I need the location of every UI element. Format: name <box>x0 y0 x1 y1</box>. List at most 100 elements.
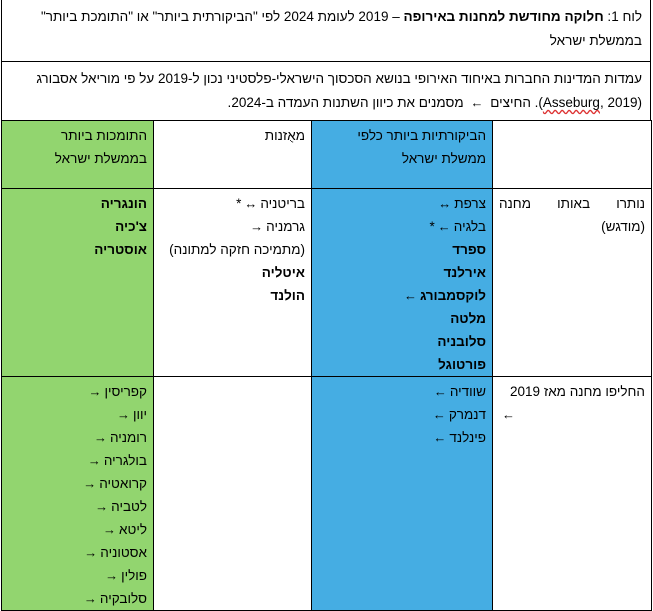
country-entry: גרמניה→ <box>160 215 305 238</box>
country-entry: מלטה <box>318 307 486 330</box>
note-text-2: , 2019). החיצים <box>490 95 638 110</box>
country-entry: אסטוניה→ <box>8 541 147 564</box>
country-name: לוקסמבורג <box>419 288 486 303</box>
country-entry: דנמרק← <box>318 403 486 426</box>
right-arrow-icon: → <box>103 522 117 537</box>
country-name: ספרד <box>452 242 486 257</box>
country-entry: צרפת↔ <box>318 192 486 215</box>
country-name: בולגריה <box>103 453 147 468</box>
changed-camp-label: החליפו מחנה מאז 2019 ← <box>492 376 652 611</box>
same-camp-label: נותרו באותו מחנה (מודגש) <box>492 188 652 377</box>
country-entry: הולנד <box>160 284 305 307</box>
asterisk-mark: * <box>429 219 435 234</box>
country-name: צ'כיה <box>115 219 147 234</box>
country-entry: אוסטריה <box>8 238 147 261</box>
country-name: ליטא <box>119 522 147 537</box>
header-row: הביקורתיות ביותר כלפי ממשלת ישראל מאֻזנו… <box>1 120 652 189</box>
country-entry: ספרד <box>318 238 486 261</box>
left-arrow-icon: ← <box>433 430 447 445</box>
country-entry: פינלנד← <box>318 426 486 449</box>
same-camp-supportive-cell: הונגריה צ'כיה אוסטריה <box>1 188 154 377</box>
country-name: מלטה <box>450 311 486 326</box>
header-balanced: מאֻזנות <box>153 120 312 189</box>
caption-description: – 2019 לעומת 2024 לפי "הביקורתית ביותר" … <box>40 9 642 48</box>
country-name: בלגיה <box>453 219 486 234</box>
changed-camp-label-text: החליפו מחנה מאז 2019 <box>510 384 645 399</box>
right-arrow-icon: → <box>83 476 97 491</box>
country-entry: ליטא→ <box>8 518 147 541</box>
country-name: אירלנד <box>443 265 486 280</box>
same-camp-label-note: (מודגש) <box>601 219 645 234</box>
country-entry: לטביה→ <box>8 495 147 518</box>
note-citation: Asseburg <box>542 95 600 110</box>
country-entry: קרואטיה→ <box>8 472 147 495</box>
table-caption: לוח 1: חלוקה מחודשת למחנות באירופה – 201… <box>1 0 651 62</box>
left-arrow-icon: ← <box>470 95 484 110</box>
country-name: (מתמיכה חזקה למתונה) <box>169 242 305 257</box>
country-entry: (מתמיכה חזקה למתונה) <box>160 238 305 261</box>
left-arrow-icon: ← <box>502 407 515 422</box>
country-entry: בריטניה↔* <box>160 192 305 215</box>
country-name: בריטניה <box>260 196 305 211</box>
country-name: קרואטיה <box>99 476 147 491</box>
country-entry: אירלנד <box>318 261 486 284</box>
country-name: אסטוניה <box>100 545 147 560</box>
table-note: עמדות המדינות החברות באיחוד האירופי בנוש… <box>1 61 651 121</box>
country-entry: פולין→ <box>8 564 147 587</box>
changed-camp-balanced-cell <box>153 376 312 611</box>
changed-camp-critical-cell: שוודיה← דנמרק← פינלנד← <box>311 376 493 611</box>
country-entry: יוון→ <box>8 403 147 426</box>
right-arrow-icon: → <box>83 591 97 606</box>
caption-prefix: לוח 1: <box>603 9 642 24</box>
camps-table: הביקורתיות ביותר כלפי ממשלת ישראל מאֻזנו… <box>1 120 652 611</box>
note-text: עמדות המדינות החברות באיחוד האירופי בנוש… <box>36 71 642 110</box>
same-camp-row: נותרו באותו מחנה (מודגש) צרפת↔ בלגיה←* ספר… <box>1 188 652 377</box>
changed-camp-supportive-cell: קפריסין→ יוון→ רומניה→ בולגריה→ קרואטיה→ לטבי… <box>1 376 154 611</box>
country-entry: שוודיה← <box>318 380 486 403</box>
country-entry: קפריסין→ <box>8 380 147 403</box>
double-arrow-icon: ↔ <box>244 196 258 211</box>
right-arrow-icon: → <box>116 407 130 422</box>
header-row-label <box>492 120 652 189</box>
country-name: הונגריה <box>100 196 147 211</box>
country-name: שוודיה <box>449 384 486 399</box>
country-name: רומניה <box>109 430 147 445</box>
country-entry: הונגריה <box>8 192 147 215</box>
country-name: פינלנד <box>449 430 486 445</box>
country-name: אוסטריה <box>94 242 147 257</box>
left-arrow-icon: ← <box>433 384 447 399</box>
country-name: קפריסין <box>104 384 147 399</box>
country-entry: איטליה <box>160 261 305 284</box>
right-arrow-icon: → <box>87 453 101 468</box>
country-name: פורטוגל <box>438 357 486 372</box>
country-entry: פורטוגל <box>318 353 486 376</box>
right-arrow-icon: → <box>88 384 102 399</box>
country-name: איטליה <box>261 265 305 280</box>
right-arrow-icon: → <box>95 499 109 514</box>
country-name: סלובניה <box>437 334 486 349</box>
country-name: לטביה <box>111 499 147 514</box>
header-supportive: התומכות ביותר בממשלת ישראל <box>1 120 154 189</box>
country-name: סלובקיה <box>99 591 147 606</box>
country-name: גרמניה <box>266 219 305 234</box>
right-arrow-icon: → <box>250 219 264 234</box>
left-arrow-icon: ← <box>432 407 446 422</box>
left-arrow-icon: ← <box>403 288 417 303</box>
country-name: הולנד <box>270 288 305 303</box>
country-name: פולין <box>121 568 147 583</box>
note-text-3: מסמנים את כיוון השתנות העמדה ב-2024. <box>227 95 464 110</box>
header-critical: הביקורתיות ביותר כלפי ממשלת ישראל <box>311 120 493 189</box>
asterisk-mark: * <box>236 196 242 211</box>
changed-camp-row: החליפו מחנה מאז 2019 ← שוודיה← דנמרק← פינל… <box>1 376 652 611</box>
country-entry: לוקסמבורג← <box>318 284 486 307</box>
same-camp-balanced-cell: בריטניה↔* גרמניה→ (מתמיכה חזקה למתונה) איטל… <box>153 188 312 377</box>
country-entry: סלובניה <box>318 330 486 353</box>
right-arrow-icon: → <box>84 545 98 560</box>
country-entry: בלגיה←* <box>318 215 486 238</box>
double-arrow-icon: ↔ <box>438 196 452 211</box>
country-entry: סלובקיה→ <box>8 587 147 610</box>
same-camp-critical-cell: צרפת↔ בלגיה←* ספרד אירלנד לוקסמבורג← מלטה סלוב… <box>311 188 493 377</box>
right-arrow-icon: → <box>105 568 119 583</box>
country-entry: רומניה→ <box>8 426 147 449</box>
country-entry: בולגריה→ <box>8 449 147 472</box>
